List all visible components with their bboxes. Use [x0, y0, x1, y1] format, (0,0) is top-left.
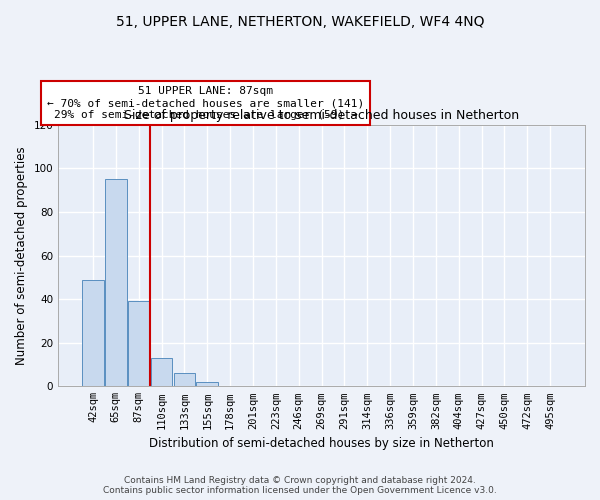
Bar — [151, 358, 172, 386]
Bar — [196, 382, 218, 386]
Text: 51 UPPER LANE: 87sqm
← 70% of semi-detached houses are smaller (141)
29% of semi: 51 UPPER LANE: 87sqm ← 70% of semi-detac… — [47, 86, 364, 120]
Text: Contains HM Land Registry data © Crown copyright and database right 2024.
Contai: Contains HM Land Registry data © Crown c… — [103, 476, 497, 495]
Bar — [105, 180, 127, 386]
Title: Size of property relative to semi-detached houses in Netherton: Size of property relative to semi-detach… — [124, 110, 519, 122]
X-axis label: Distribution of semi-detached houses by size in Netherton: Distribution of semi-detached houses by … — [149, 437, 494, 450]
Bar — [128, 302, 149, 386]
Bar — [173, 373, 195, 386]
Bar — [82, 280, 104, 386]
Text: 51, UPPER LANE, NETHERTON, WAKEFIELD, WF4 4NQ: 51, UPPER LANE, NETHERTON, WAKEFIELD, WF… — [116, 15, 484, 29]
Y-axis label: Number of semi-detached properties: Number of semi-detached properties — [15, 146, 28, 365]
